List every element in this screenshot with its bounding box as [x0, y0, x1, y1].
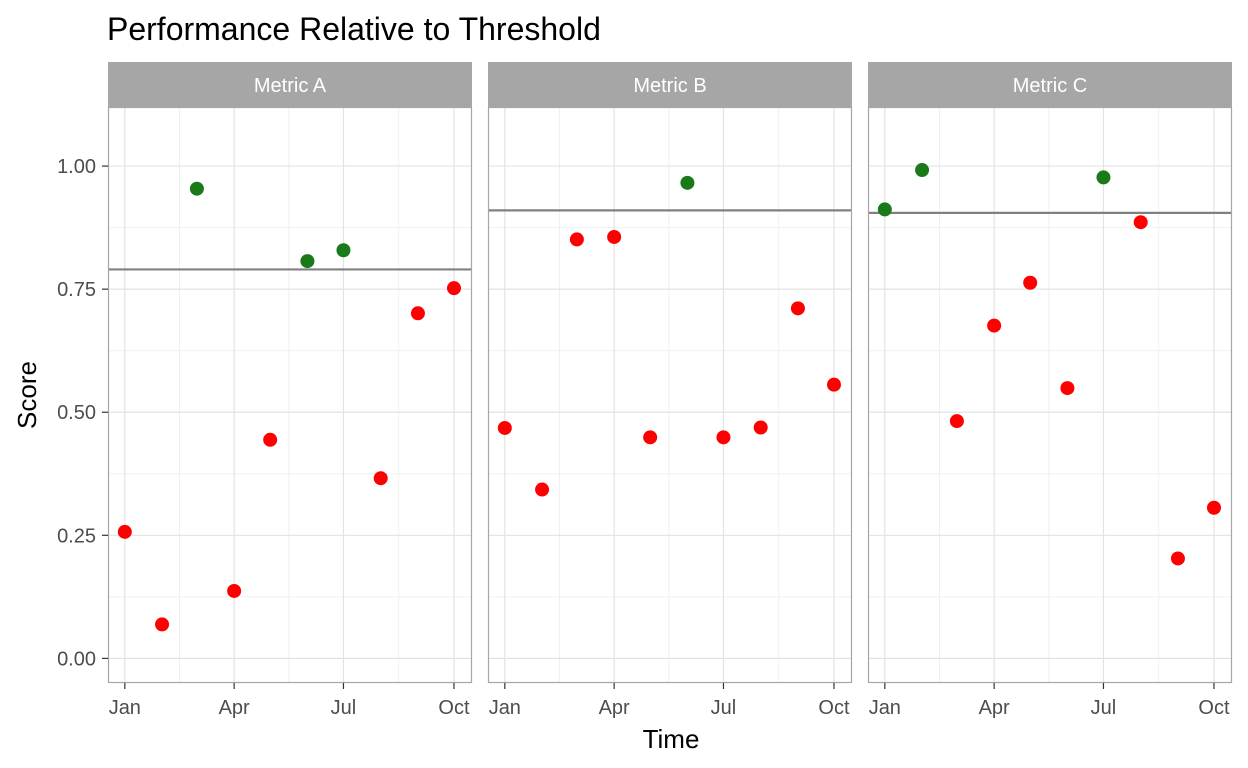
data-point	[300, 254, 315, 269]
x-tick-label: Jan	[109, 697, 141, 719]
x-tick-label: Oct	[438, 697, 470, 719]
data-point	[987, 318, 1002, 333]
x-tick-label: Jul	[711, 697, 737, 719]
data-point	[155, 617, 170, 632]
data-point	[1096, 170, 1111, 185]
x-tick-label: Jan	[489, 697, 521, 719]
y-tick-label: 0.75	[57, 279, 96, 301]
data-point	[753, 420, 768, 435]
x-tick-label: Jul	[1091, 697, 1117, 719]
data-point	[1170, 551, 1185, 566]
data-point	[263, 432, 278, 447]
points	[877, 163, 1221, 566]
data-point	[716, 430, 731, 445]
panel-strip	[868, 62, 1232, 107]
data-point	[877, 202, 892, 217]
panel-strip-label: Metric A	[254, 75, 327, 97]
x-tick-label: Jul	[331, 697, 357, 719]
data-point	[336, 243, 351, 258]
data-point	[535, 482, 550, 497]
x-axis-title: Time	[643, 724, 700, 754]
data-point	[373, 471, 388, 486]
panel-border	[107, 106, 473, 684]
x-tick-label: Apr	[599, 697, 630, 719]
panel-metric-b: Metric B Jan Apr Jul Oct	[487, 62, 853, 719]
data-point	[497, 420, 512, 435]
panel-metric-a: Metric A Jan Apr Jul Oct	[107, 62, 473, 719]
chart-title: Performance Relative to Threshold	[107, 11, 601, 47]
x-tick-label: Oct	[1198, 697, 1230, 719]
y-axis-title: Score	[12, 361, 42, 429]
data-point	[227, 583, 242, 598]
panels: Metric A Jan Apr Jul Oct Metric B Jan Apr Jul Oct…	[107, 62, 1233, 719]
y-tick-label: 0.50	[57, 402, 96, 424]
data-point	[1133, 215, 1148, 230]
x-tick-label: Apr	[219, 697, 250, 719]
data-point	[1060, 381, 1075, 396]
y-tick-label: 0.00	[57, 648, 96, 670]
data-point	[117, 524, 132, 539]
panel-border	[487, 106, 853, 684]
data-point	[410, 306, 425, 321]
data-point	[569, 232, 584, 247]
x-tick-label: Oct	[818, 697, 850, 719]
data-point	[680, 175, 695, 190]
panel-strip	[488, 62, 852, 107]
data-point	[1023, 275, 1038, 290]
panel-border	[867, 106, 1233, 684]
data-point	[607, 229, 622, 244]
panel-metric-c: Metric C Jan Apr Jul Oct	[867, 62, 1233, 719]
data-point	[1206, 500, 1221, 515]
data-point	[446, 281, 461, 296]
data-point	[949, 414, 964, 429]
data-point	[826, 377, 841, 392]
y-tick-label: 1.00	[57, 156, 96, 178]
data-point	[643, 430, 658, 445]
points	[497, 175, 841, 497]
data-point	[189, 181, 204, 196]
x-tick-label: Jan	[869, 697, 901, 719]
data-point	[790, 301, 805, 316]
x-tick-label: Apr	[979, 697, 1010, 719]
panel-strip-label: Metric C	[1013, 75, 1087, 97]
panel-strip-label: Metric B	[633, 75, 706, 97]
y-tick-label: 0.25	[57, 525, 96, 547]
points	[117, 181, 461, 632]
panel-strip	[108, 62, 472, 107]
y-axis: 0.00 0.25 0.50 0.75 1.00	[57, 156, 108, 670]
data-point	[915, 163, 930, 178]
